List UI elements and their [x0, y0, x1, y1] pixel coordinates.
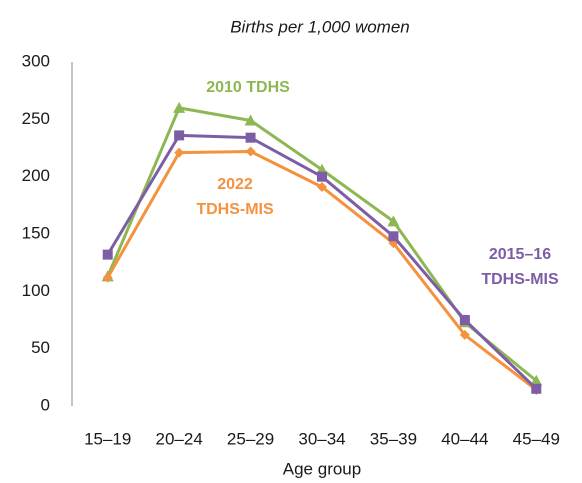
x-tick-label: 30–34 — [298, 429, 345, 448]
x-tick-label: 15–19 — [84, 429, 131, 448]
y-tick-label: 300 — [22, 51, 50, 70]
x-axis-label: Age group — [283, 459, 361, 478]
point — [387, 215, 400, 227]
x-tick-label: 25–29 — [227, 429, 274, 448]
point — [244, 114, 257, 126]
y-tick-label: 250 — [22, 109, 50, 128]
y-tick-label: 200 — [22, 166, 50, 185]
point — [459, 329, 470, 340]
chart-title: Births per 1,000 women — [230, 17, 410, 36]
point — [459, 315, 470, 325]
point — [174, 130, 185, 141]
series-label: 2010 TDHS — [206, 79, 290, 96]
x-tick-label: 35–39 — [370, 429, 417, 448]
series-label: 2022 TDHS-MIS — [196, 176, 274, 218]
x-tick-label: 20–24 — [156, 429, 203, 448]
point — [530, 374, 543, 386]
y-tick-label: 150 — [22, 223, 50, 242]
y-tick-label: 50 — [31, 338, 50, 357]
point — [317, 181, 327, 192]
point — [245, 146, 256, 157]
series-label: 2015–16 TDHS-MIS — [481, 246, 559, 288]
point — [388, 231, 399, 242]
point — [317, 171, 327, 182]
x-tick-label: 40–44 — [441, 429, 488, 448]
point — [102, 249, 113, 260]
point — [173, 101, 186, 113]
y-tick-label: 100 — [22, 281, 50, 300]
point — [102, 272, 113, 283]
x-tick-label: 45–49 — [513, 429, 560, 448]
point — [174, 147, 185, 158]
y-tick-label: 0 — [41, 395, 50, 414]
point — [245, 132, 256, 143]
point — [531, 383, 542, 394]
